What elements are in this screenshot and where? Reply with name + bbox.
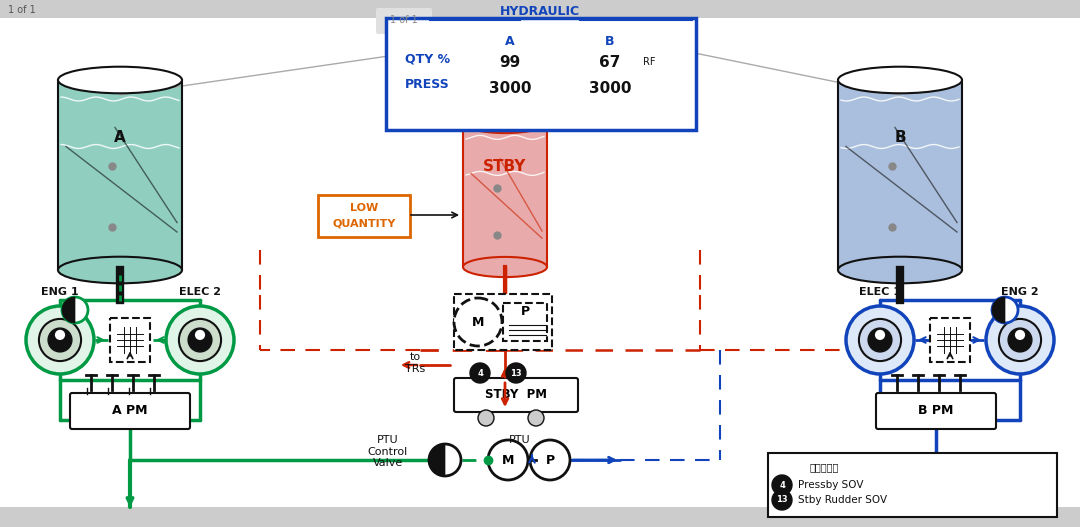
Bar <box>0 0 1080 18</box>
Text: 数字接收机: 数字接收机 <box>810 462 839 472</box>
Circle shape <box>986 306 1054 374</box>
Text: 4: 4 <box>477 368 483 377</box>
Text: P: P <box>521 305 529 318</box>
Ellipse shape <box>838 257 962 284</box>
FancyBboxPatch shape <box>876 393 996 429</box>
Circle shape <box>528 410 544 426</box>
Circle shape <box>1008 328 1031 352</box>
Text: 4: 4 <box>779 481 785 490</box>
Circle shape <box>39 319 81 361</box>
Polygon shape <box>838 80 962 270</box>
Text: Stby Rudder SOV: Stby Rudder SOV <box>798 495 887 505</box>
Circle shape <box>478 410 494 426</box>
Ellipse shape <box>58 257 183 284</box>
Text: STBY  PM: STBY PM <box>485 388 546 402</box>
FancyBboxPatch shape <box>376 8 432 34</box>
FancyBboxPatch shape <box>768 453 1057 517</box>
Text: PTU: PTU <box>509 435 530 445</box>
Text: A PM: A PM <box>112 405 148 417</box>
Text: ENG 2: ENG 2 <box>1001 287 1039 297</box>
Circle shape <box>846 306 914 374</box>
Wedge shape <box>993 297 1005 323</box>
Text: P: P <box>545 454 554 466</box>
Bar <box>0 507 1080 527</box>
Wedge shape <box>62 297 75 323</box>
Text: 99: 99 <box>499 55 521 70</box>
Circle shape <box>999 319 1041 361</box>
Text: 1 of 1: 1 of 1 <box>390 15 418 25</box>
Polygon shape <box>58 80 183 270</box>
Text: ENG 1: ENG 1 <box>41 287 79 297</box>
Text: 13: 13 <box>510 368 522 377</box>
Text: 13: 13 <box>777 495 787 504</box>
Text: M: M <box>502 454 514 466</box>
Text: 3000: 3000 <box>589 81 631 96</box>
Text: 67: 67 <box>599 55 621 70</box>
Circle shape <box>875 330 886 340</box>
FancyBboxPatch shape <box>386 18 696 130</box>
Circle shape <box>772 490 792 510</box>
Ellipse shape <box>58 67 183 93</box>
Circle shape <box>194 330 205 340</box>
Circle shape <box>454 298 502 346</box>
Circle shape <box>507 363 526 383</box>
Text: B: B <box>605 35 615 48</box>
Text: LOW: LOW <box>350 203 378 213</box>
Circle shape <box>772 475 792 495</box>
Text: 1 of 1: 1 of 1 <box>8 5 36 15</box>
Text: TRs: TRs <box>405 364 426 374</box>
Circle shape <box>868 328 892 352</box>
Text: QUANTITY: QUANTITY <box>333 218 395 228</box>
Circle shape <box>188 328 212 352</box>
FancyBboxPatch shape <box>70 393 190 429</box>
Text: B: B <box>894 130 906 144</box>
Circle shape <box>470 363 490 383</box>
Circle shape <box>488 440 528 480</box>
Ellipse shape <box>463 257 546 277</box>
Text: STBY: STBY <box>484 159 527 174</box>
FancyBboxPatch shape <box>318 195 410 237</box>
Text: ELEC 2: ELEC 2 <box>179 287 221 297</box>
Circle shape <box>179 319 221 361</box>
Circle shape <box>26 306 94 374</box>
Text: Pressby SOV: Pressby SOV <box>798 480 864 490</box>
Circle shape <box>55 330 65 340</box>
Circle shape <box>1015 330 1025 340</box>
FancyBboxPatch shape <box>503 303 546 341</box>
Circle shape <box>859 319 901 361</box>
Circle shape <box>62 297 87 323</box>
Text: HYDRAULIC: HYDRAULIC <box>500 5 580 18</box>
Circle shape <box>993 297 1018 323</box>
FancyBboxPatch shape <box>110 318 150 362</box>
Ellipse shape <box>463 113 546 133</box>
Circle shape <box>166 306 234 374</box>
Text: PTU
Control
Valve: PTU Control Valve <box>368 435 408 468</box>
Text: A: A <box>505 35 515 48</box>
Circle shape <box>429 444 461 476</box>
Text: A: A <box>114 130 126 144</box>
Text: B PM: B PM <box>918 405 954 417</box>
Text: RF: RF <box>643 57 656 67</box>
Text: QTY %: QTY % <box>405 52 450 65</box>
FancyBboxPatch shape <box>454 378 578 412</box>
FancyBboxPatch shape <box>930 318 970 362</box>
Text: PRESS: PRESS <box>405 78 449 91</box>
Wedge shape <box>429 444 445 476</box>
Text: to: to <box>409 352 420 362</box>
Text: 3000: 3000 <box>489 81 531 96</box>
Text: ELEC 1: ELEC 1 <box>859 287 901 297</box>
Ellipse shape <box>838 67 962 93</box>
FancyBboxPatch shape <box>454 294 552 350</box>
Circle shape <box>530 440 570 480</box>
Text: M: M <box>472 316 484 328</box>
Polygon shape <box>463 123 546 267</box>
Circle shape <box>49 328 72 352</box>
